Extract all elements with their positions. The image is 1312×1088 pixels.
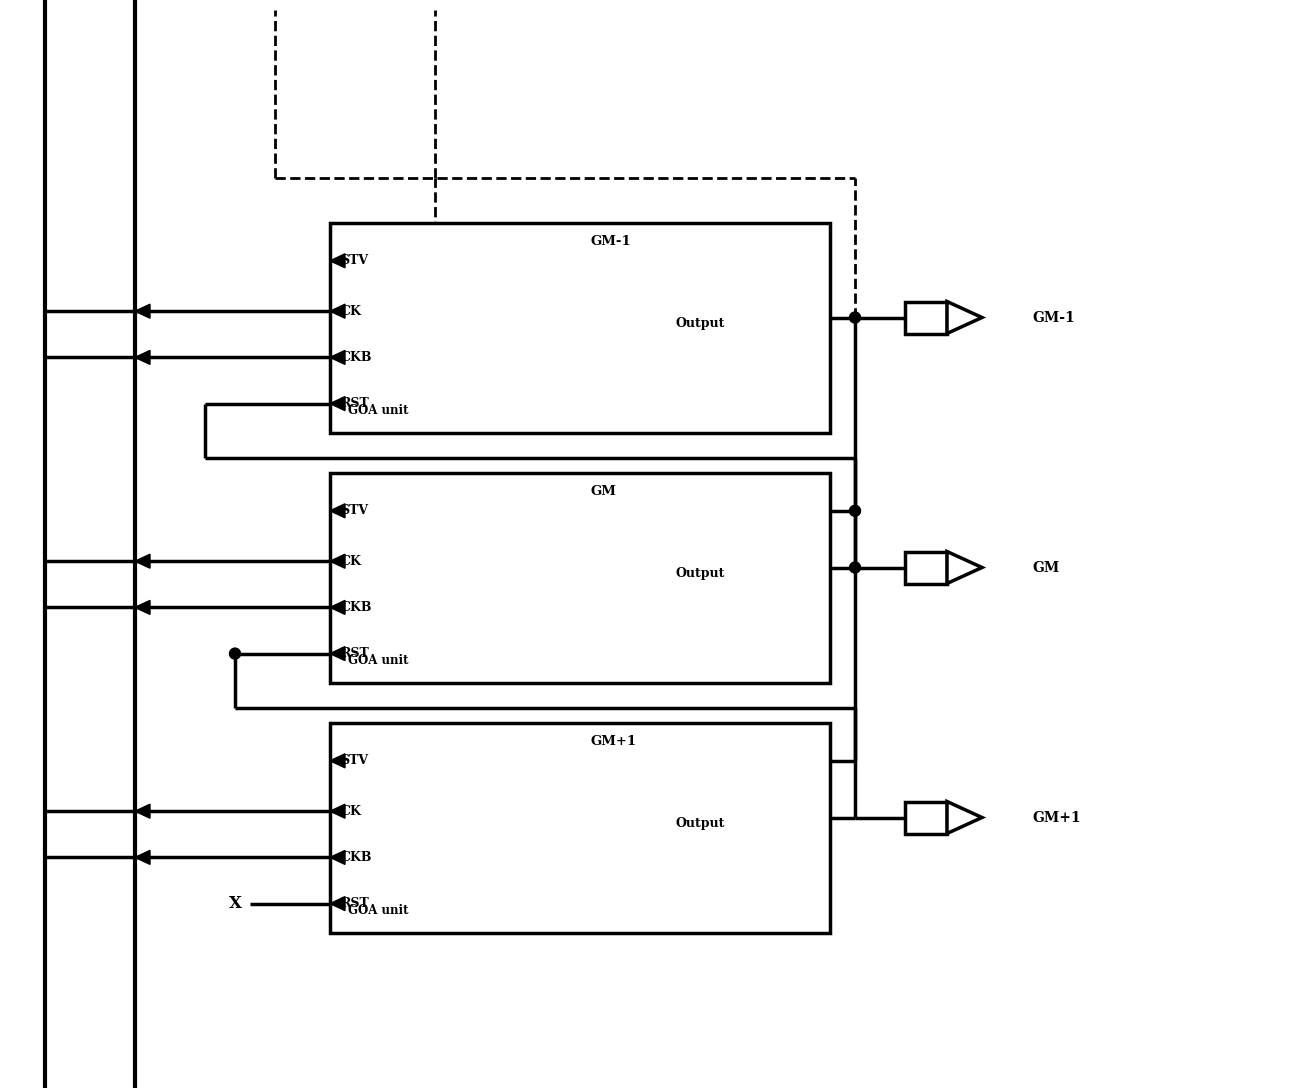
Polygon shape — [135, 554, 150, 568]
Polygon shape — [331, 646, 345, 660]
Text: GM+1: GM+1 — [1033, 811, 1081, 825]
Bar — [331, 473, 830, 683]
Text: GM: GM — [590, 485, 615, 498]
Text: GOA unit: GOA unit — [348, 904, 408, 917]
Polygon shape — [331, 397, 345, 410]
Polygon shape — [135, 601, 150, 615]
Polygon shape — [331, 350, 345, 364]
Polygon shape — [331, 305, 345, 318]
Polygon shape — [331, 851, 345, 864]
Bar — [331, 223, 830, 433]
Bar — [905, 552, 947, 583]
Polygon shape — [947, 802, 981, 833]
Polygon shape — [135, 350, 150, 364]
Text: CKB: CKB — [340, 601, 371, 614]
Polygon shape — [331, 804, 345, 818]
Text: Output: Output — [676, 318, 724, 331]
Polygon shape — [331, 504, 345, 518]
Text: GM: GM — [1033, 560, 1059, 574]
Polygon shape — [331, 754, 345, 768]
Text: RST: RST — [340, 397, 369, 410]
Text: CK: CK — [340, 305, 361, 318]
Circle shape — [230, 648, 240, 659]
Text: GM+1: GM+1 — [590, 735, 636, 749]
Polygon shape — [947, 552, 981, 583]
Bar — [905, 301, 947, 334]
Text: GM-1: GM-1 — [1033, 310, 1075, 324]
Text: RST: RST — [340, 647, 369, 660]
Circle shape — [849, 312, 861, 323]
Polygon shape — [331, 601, 345, 615]
Polygon shape — [331, 897, 345, 911]
Text: GOA unit: GOA unit — [348, 654, 408, 667]
Polygon shape — [135, 804, 150, 818]
Polygon shape — [135, 851, 150, 864]
Circle shape — [849, 505, 861, 517]
Polygon shape — [947, 301, 981, 334]
Bar — [905, 802, 947, 833]
Text: STV: STV — [340, 754, 369, 767]
Text: CKB: CKB — [340, 351, 371, 363]
Polygon shape — [135, 305, 150, 318]
Polygon shape — [331, 554, 345, 568]
Text: RST: RST — [340, 898, 369, 910]
Text: STV: STV — [340, 505, 369, 517]
Text: GOA unit: GOA unit — [348, 404, 408, 417]
Text: Output: Output — [676, 567, 724, 580]
Text: GM-1: GM-1 — [590, 235, 631, 248]
Text: Output: Output — [676, 817, 724, 830]
Text: STV: STV — [340, 255, 369, 268]
Bar — [331, 724, 830, 934]
Text: CK: CK — [340, 555, 361, 568]
Text: X: X — [228, 895, 241, 912]
Text: CKB: CKB — [340, 851, 371, 864]
Polygon shape — [331, 254, 345, 268]
Circle shape — [849, 562, 861, 573]
Text: CK: CK — [340, 805, 361, 818]
